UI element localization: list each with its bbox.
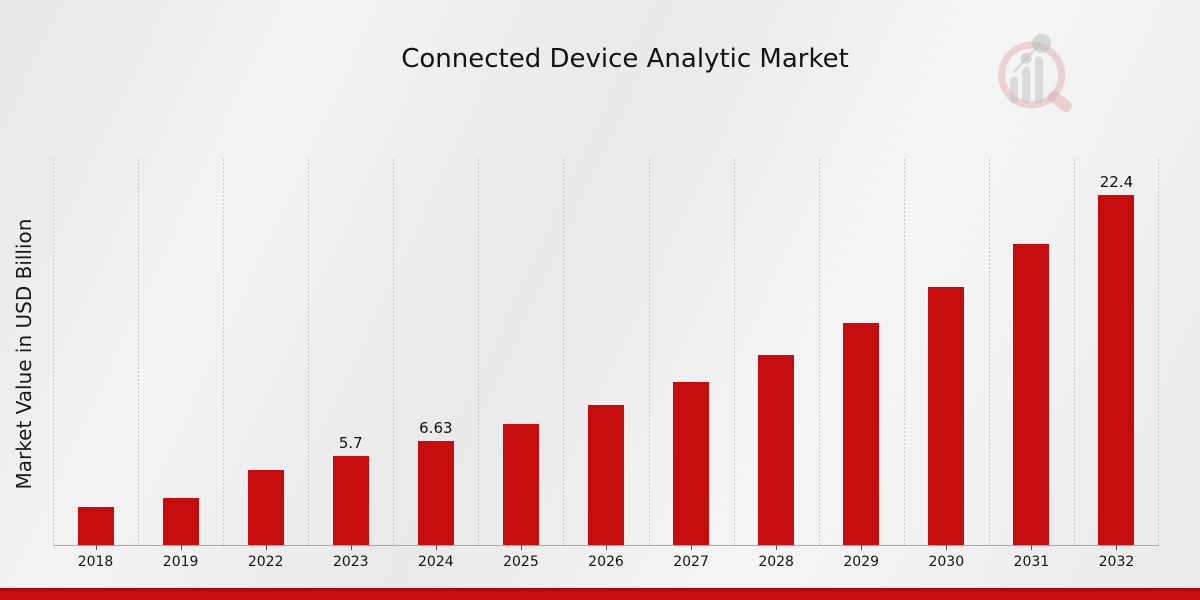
gridline <box>989 159 990 545</box>
bar-2022 <box>248 470 284 545</box>
x-axis-tick <box>1116 545 1117 550</box>
gridline <box>819 159 820 545</box>
bar-value-label-2023: 5.7 <box>338 434 363 452</box>
x-axis-tick <box>606 545 607 550</box>
x-axis-tick <box>861 545 862 550</box>
bar-value-label-2032: 22.4 <box>1099 173 1134 191</box>
x-tick-label-2027: 2027 <box>673 554 709 570</box>
gridline <box>904 159 905 545</box>
gridline <box>1158 159 1159 545</box>
bar-2024 <box>418 441 454 545</box>
x-axis-tick <box>946 545 947 550</box>
x-axis-tick <box>266 545 267 550</box>
gridline <box>393 159 394 545</box>
bar-2023 <box>333 456 369 545</box>
x-tick-label-2024: 2024 <box>418 554 454 570</box>
gridline <box>734 159 735 545</box>
x-tick-label-2019: 2019 <box>162 554 199 570</box>
gridline <box>223 159 224 545</box>
gridline <box>53 159 54 545</box>
x-tick-label-2026: 2026 <box>588 554 624 570</box>
x-axis-tick <box>1031 545 1032 550</box>
x-tick-label-2023: 2023 <box>332 554 369 570</box>
x-axis-tick <box>776 545 777 550</box>
bar-2026 <box>588 405 624 545</box>
bar-2032 <box>1098 195 1134 545</box>
x-axis-tick <box>351 545 352 550</box>
x-axis-tick <box>96 545 97 550</box>
x-tick-label-2032: 2032 <box>1098 554 1135 570</box>
gridline <box>563 159 564 545</box>
x-tick-label-2031: 2031 <box>1013 554 1050 570</box>
bar-2030 <box>928 287 964 545</box>
x-axis-tick <box>436 545 437 550</box>
gridline <box>649 159 650 545</box>
gridline <box>308 159 309 545</box>
chart-title: Connected Device Analytic Market <box>401 44 849 74</box>
bar-2025 <box>503 424 539 545</box>
x-tick-label-2028: 2028 <box>758 554 794 570</box>
gridline <box>1074 159 1075 545</box>
bar-2031 <box>1013 244 1049 545</box>
x-tick-label-2030: 2030 <box>928 554 965 570</box>
bar-value-label-2024: 6.63 <box>419 419 453 437</box>
bar-2018 <box>78 507 114 545</box>
bar-2029 <box>843 323 879 545</box>
gridline <box>478 159 479 545</box>
x-axis-tick <box>181 545 182 550</box>
bar-2027 <box>673 382 709 545</box>
gridline <box>138 159 139 545</box>
magnifier-bar-chart-logo-icon <box>998 33 1072 112</box>
x-axis-tick <box>521 545 522 550</box>
x-tick-label-2022: 2022 <box>247 554 284 570</box>
plot-area: 2018 2019 2022 5.7 2023 6.63 2024 2025 2026 2027 2… <box>53 159 1159 570</box>
bar-2019 <box>163 498 199 545</box>
bottom-accent-bar <box>0 588 1200 600</box>
x-tick-label-2029: 2029 <box>843 554 880 570</box>
bar-2028 <box>758 355 794 545</box>
x-tick-label-2018: 2018 <box>77 554 114 570</box>
x-axis-tick <box>691 545 692 550</box>
x-tick-label-2025: 2025 <box>503 554 539 570</box>
y-axis-title: Market Value in USD Billion <box>12 218 36 490</box>
